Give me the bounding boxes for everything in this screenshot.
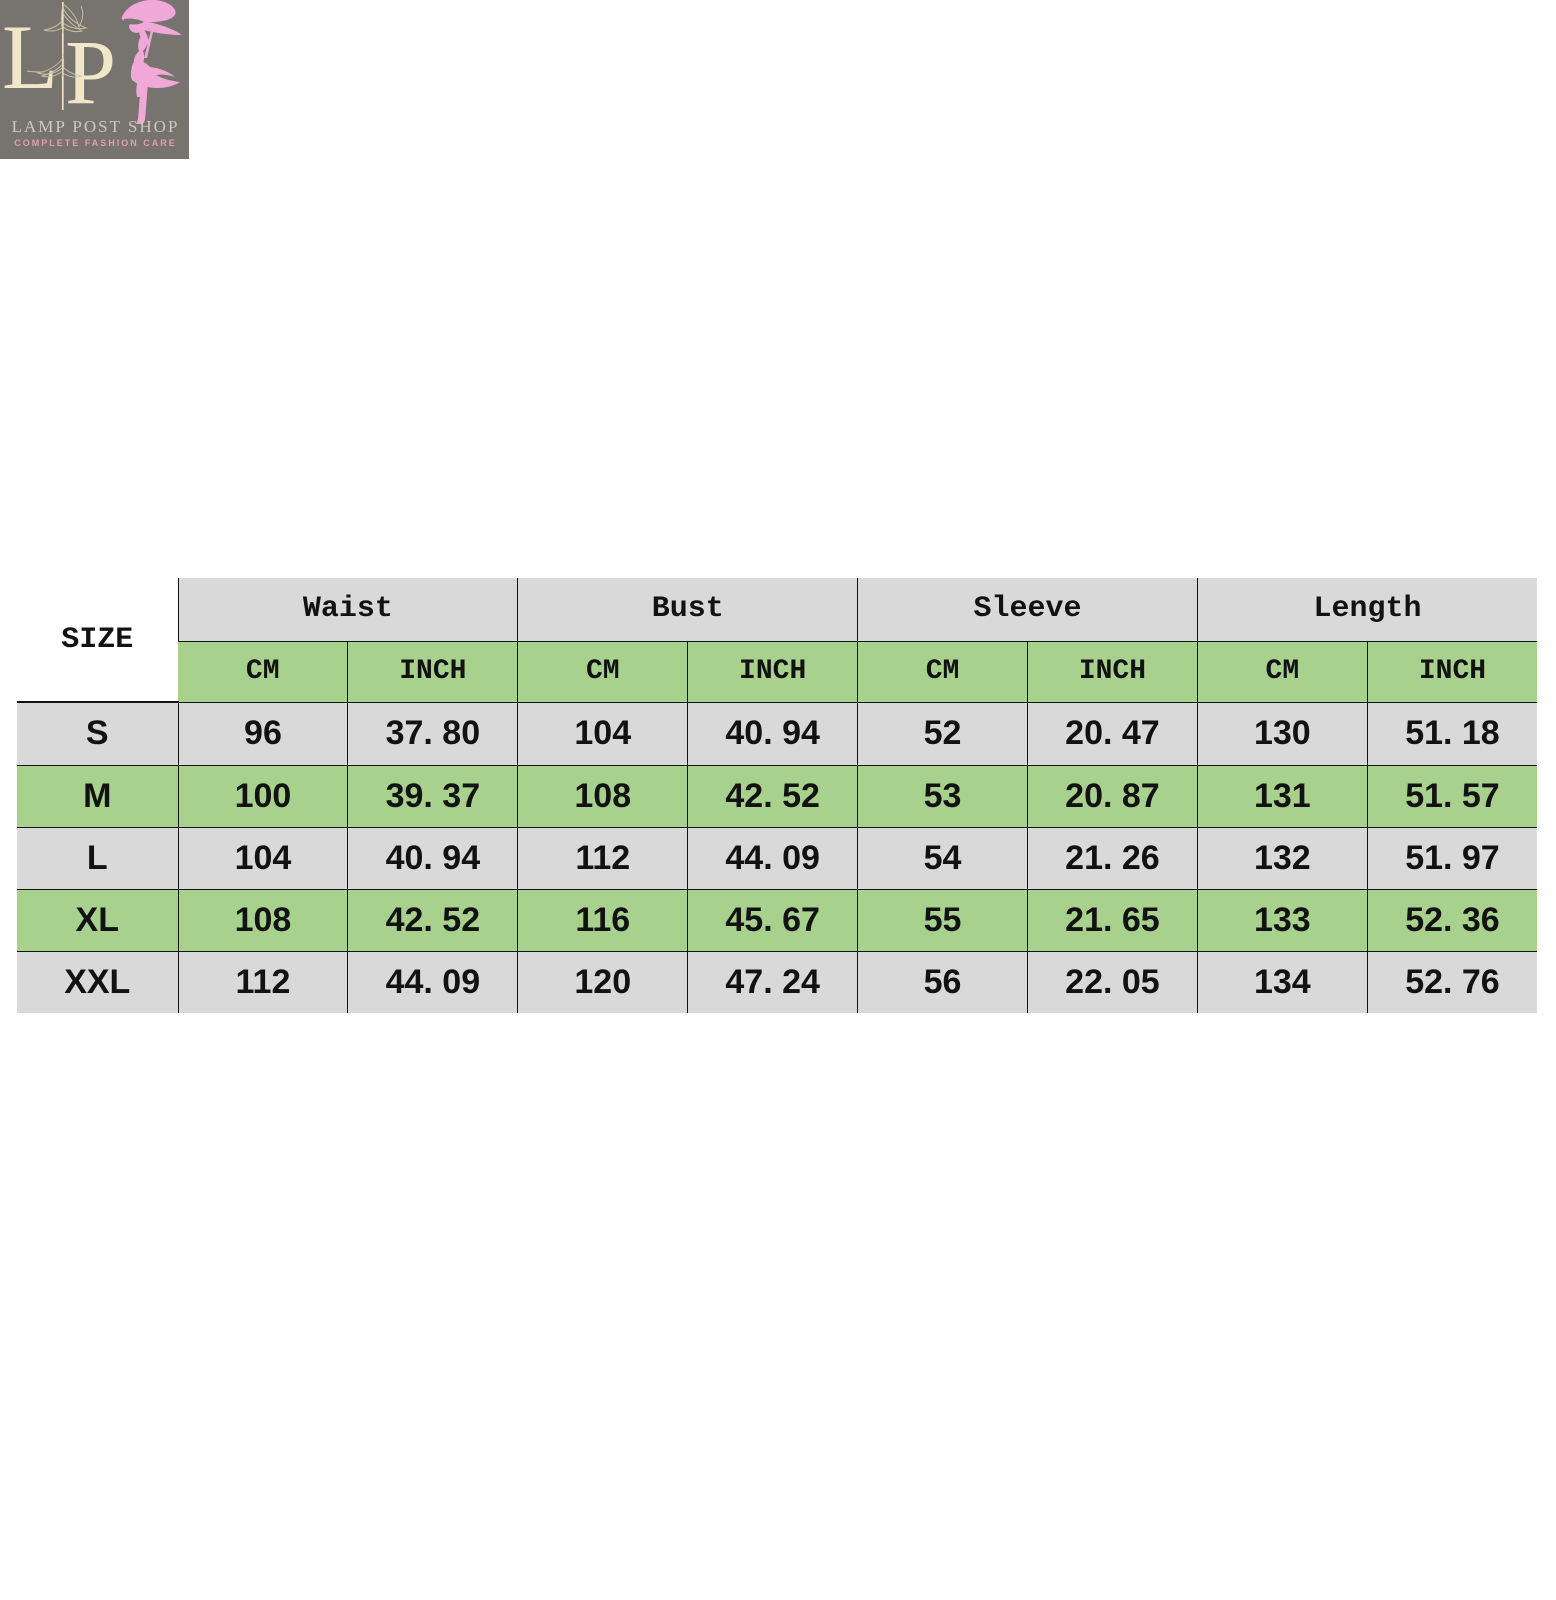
svg-text:P: P — [65, 21, 116, 123]
svg-text:L: L — [2, 6, 58, 108]
